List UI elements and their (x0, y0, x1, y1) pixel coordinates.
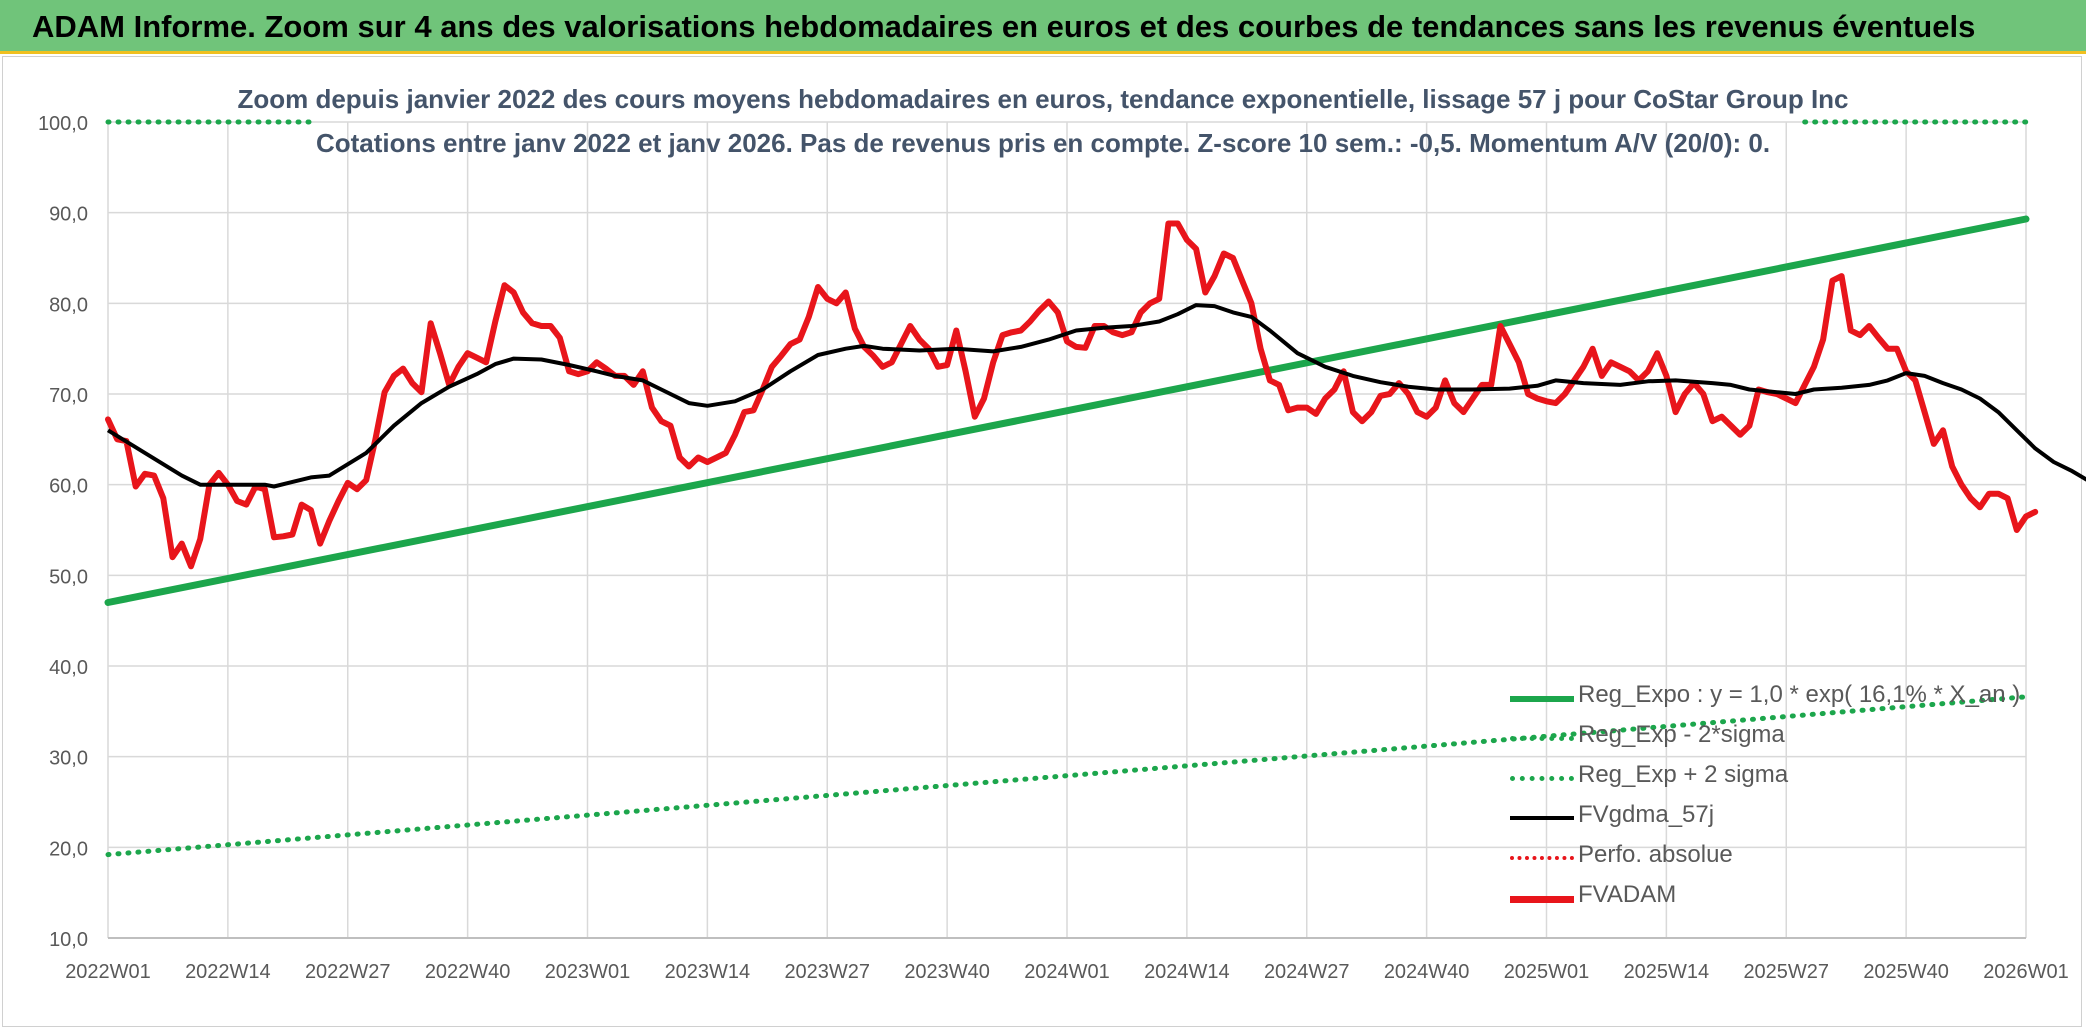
legend-label: Reg_Expo : y = 1,0 * exp( 16,1% * X_an ) (1578, 681, 2021, 708)
legend-item-reg-expo: Reg_Expo : y = 1,0 * exp( 16,1% * X_an ) (1510, 678, 2070, 718)
x-tick-label: 2023W40 (904, 961, 990, 983)
x-tick-label: 2022W01 (65, 961, 151, 983)
report-banner: ADAM Informe. Zoom sur 4 ans des valoris… (0, 0, 2086, 54)
legend-swatch (1510, 856, 1574, 860)
y-tick-label: 30,0 (49, 748, 88, 770)
chart-legend: Reg_Expo : y = 1,0 * exp( 16,1% * X_an )… (1510, 678, 2070, 918)
chart-frame (2, 56, 2082, 1027)
legend-item-fvadam: FVADAM (1510, 878, 2070, 918)
legend-item-fvgdma: FVgdma_57j (1510, 798, 2070, 838)
legend-swatch (1510, 696, 1574, 702)
legend-item-reg-exp-plus: Reg_Exp + 2 sigma (1510, 758, 2070, 798)
chart-title: Zoom depuis janvier 2022 des cours moyen… (237, 84, 1849, 114)
series-line-reg-exp-minus (105, 694, 2029, 858)
x-tick-label: 2026W01 (1983, 961, 2069, 983)
legend-label: Reg_Exp - 2*sigma (1578, 721, 1785, 748)
legend-label: Perfo. absolue (1578, 841, 1733, 868)
y-tick-label: 50,0 (49, 566, 88, 588)
x-tick-label: 2023W14 (665, 961, 751, 983)
y-tick-label: 90,0 (49, 204, 88, 226)
x-tick-label: 2022W14 (185, 961, 271, 983)
legend-swatch (1510, 896, 1574, 903)
y-tick-label: 80,0 (49, 294, 88, 316)
series-line-fvadam (105, 220, 2039, 570)
x-tick-label: 2022W40 (425, 961, 511, 983)
x-tick-label: 2024W01 (1024, 961, 1110, 983)
legend-item-reg-exp-minus: Reg_Exp - 2*sigma (1510, 718, 2070, 758)
x-tick-label: 2023W27 (784, 961, 870, 983)
legend-label: FVADAM (1578, 881, 1677, 908)
legend-swatch (1510, 776, 1574, 781)
x-tick-label: 2024W14 (1144, 961, 1230, 983)
legend-label: Reg_Exp + 2 sigma (1578, 761, 1789, 788)
chart-subtitle: Cotations entre janv 2022 et janv 2026. … (315, 128, 1771, 158)
x-tick-label: 2022W27 (305, 961, 391, 983)
y-tick-label: 20,0 (49, 838, 88, 860)
y-tick-label: 100,0 (38, 113, 88, 135)
x-tick-label: 2025W01 (1504, 961, 1590, 983)
y-tick-label: 40,0 (49, 657, 88, 679)
x-tick-label: 2025W40 (1863, 961, 1949, 983)
legend-swatch (1510, 816, 1574, 820)
x-tick-label: 2024W40 (1384, 961, 1470, 983)
x-tick-label: 2023W01 (545, 961, 631, 983)
series-line-fvgdma (106, 303, 2086, 489)
y-tick-label: 60,0 (49, 476, 88, 498)
x-tick-label: 2024W27 (1264, 961, 1350, 983)
y-tick-label: 10,0 (49, 929, 88, 951)
legend-label: FVgdma_57j (1578, 801, 1715, 828)
x-tick-label: 2025W27 (1743, 961, 1829, 983)
legend-item-perfo: Perfo. absolue (1510, 838, 2070, 878)
legend-swatch (1510, 736, 1574, 741)
x-tick-label: 2025W14 (1624, 961, 1710, 983)
series-line-reg-expo (104, 215, 2030, 606)
y-tick-label: 70,0 (49, 385, 88, 407)
report-title: ADAM Informe. Zoom sur 4 ans des valoris… (32, 9, 1976, 44)
